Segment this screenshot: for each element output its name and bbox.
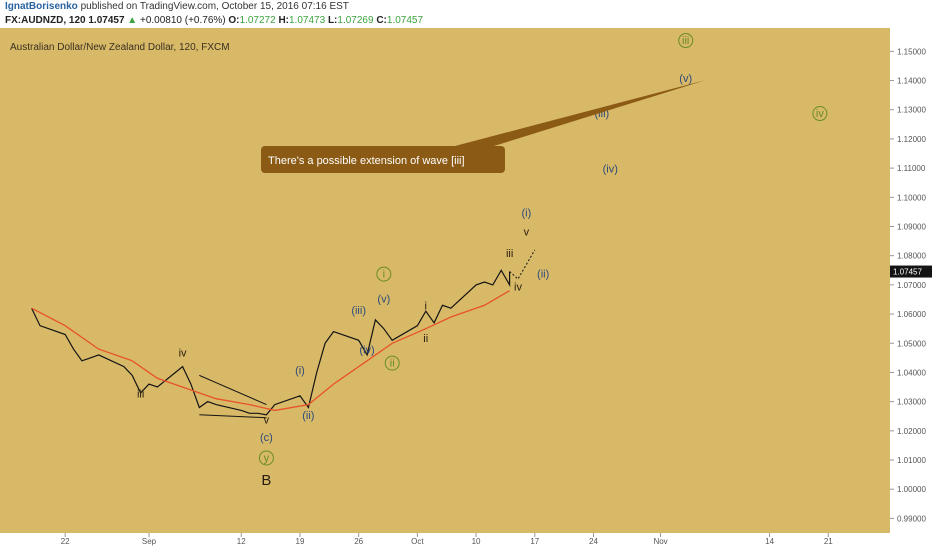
y-tick-label: 1.03000 bbox=[897, 398, 926, 407]
y-tick-label: 1.15000 bbox=[897, 47, 926, 56]
wave-label-circle bbox=[258, 450, 274, 466]
y-tick-label: 1.09000 bbox=[897, 222, 926, 231]
close-label: C: bbox=[376, 15, 387, 26]
x-tick-label: 21 bbox=[824, 537, 833, 546]
high-value: 1.07473 bbox=[289, 15, 326, 26]
last-price-tag bbox=[890, 265, 932, 278]
wave-label: (iv) bbox=[359, 344, 374, 356]
y-tick-label: 1.14000 bbox=[897, 77, 926, 86]
price-chart[interactable]: Australian Dollar/New Zealand Dollar, 12… bbox=[0, 28, 932, 550]
x-tick-label: 24 bbox=[589, 537, 598, 546]
y-tick-label: 1.11000 bbox=[897, 164, 926, 173]
wave-label: i bbox=[425, 301, 427, 313]
wave-label: v bbox=[524, 226, 530, 238]
wave-label: (i) bbox=[521, 207, 531, 219]
y-tick-label: 1.01000 bbox=[897, 456, 926, 465]
wave-label: i bbox=[383, 269, 385, 281]
wave-label: (iv) bbox=[603, 163, 618, 175]
open-label: O: bbox=[228, 15, 240, 26]
wave-label: (ii) bbox=[537, 269, 549, 281]
low-value: 1.07269 bbox=[337, 15, 374, 26]
quote-bar: FX:AUDNZD, 120 1.07457 ▲ +0.00810 (+0.76… bbox=[0, 14, 932, 28]
x-tick-label: 14 bbox=[765, 537, 774, 546]
wave-label-circle bbox=[812, 106, 828, 122]
x-tick-label: 26 bbox=[354, 537, 363, 546]
x-tick-label: 17 bbox=[530, 537, 539, 546]
last-price: 1.07457 bbox=[88, 15, 125, 26]
open-value: 1.07272 bbox=[239, 15, 276, 26]
wave-label: v bbox=[264, 415, 270, 427]
y-tick-label: 1.12000 bbox=[897, 135, 926, 144]
wave-label: ii bbox=[423, 333, 428, 345]
price-change: +0.00810 (+0.76%) bbox=[139, 15, 226, 26]
published-info: published on TradingView.com, October 15… bbox=[80, 1, 349, 12]
y-tick-label: 1.04000 bbox=[897, 368, 926, 377]
chart-title: Australian Dollar/New Zealand Dollar, 12… bbox=[10, 42, 230, 53]
low-label: L: bbox=[327, 15, 338, 26]
wave-label: iv bbox=[514, 282, 522, 294]
wave-label: (v) bbox=[679, 73, 692, 85]
close-value: 1.07457 bbox=[386, 15, 424, 26]
triangle-upper-line bbox=[199, 374, 267, 406]
wave-label: y bbox=[264, 452, 270, 464]
x-tick-label: 10 bbox=[472, 537, 481, 546]
y-tick-label: 1.07000 bbox=[897, 281, 926, 290]
wave-label: iii bbox=[137, 388, 144, 400]
callout-text: There's a possible extension of wave [ii… bbox=[268, 155, 465, 167]
wave-label: iii bbox=[506, 248, 513, 260]
wave-label-circle bbox=[384, 355, 400, 371]
wave-label: iii bbox=[682, 35, 689, 47]
wave-label: (i) bbox=[295, 365, 305, 377]
y-tick-label: 1.06000 bbox=[897, 310, 926, 319]
wave-label-circle bbox=[376, 266, 392, 282]
symbol-label: FX:AUDNZD, 120 bbox=[5, 15, 86, 26]
y-tick-label: 1.13000 bbox=[897, 106, 926, 115]
up-arrow-icon: ▲ bbox=[127, 15, 138, 26]
x-tick-label: Sep bbox=[142, 537, 157, 546]
wave-label: (c) bbox=[260, 432, 273, 444]
y-tick-label: 1.10000 bbox=[897, 193, 926, 202]
triangle-lower-line bbox=[199, 414, 267, 419]
callout-box bbox=[261, 146, 505, 173]
last-price-tag-label: 1.07457 bbox=[893, 268, 922, 277]
wave-label: ii bbox=[390, 358, 395, 370]
y-tick-label: 1.08000 bbox=[897, 252, 926, 261]
time-axis[interactable] bbox=[0, 533, 890, 550]
x-tick-label: Oct bbox=[411, 537, 424, 546]
x-tick-label: 12 bbox=[237, 537, 246, 546]
wave-label: (iii) bbox=[351, 305, 366, 317]
x-tick-label: 22 bbox=[61, 537, 70, 546]
author-name[interactable]: IgnatBorisenko bbox=[5, 1, 78, 12]
wave-label: (ii) bbox=[302, 410, 314, 422]
publication-bar: IgnatBorisenko published on TradingView.… bbox=[0, 0, 932, 14]
plot-area[interactable] bbox=[0, 28, 890, 533]
price-series-line bbox=[31, 269, 511, 416]
moving-average-line bbox=[31, 290, 510, 412]
y-tick-label: 1.02000 bbox=[897, 427, 926, 436]
y-tick-label: 1.00000 bbox=[897, 485, 926, 494]
wave-label: iv bbox=[816, 108, 824, 120]
y-tick-label: 0.99000 bbox=[897, 514, 926, 523]
projection-path bbox=[509, 249, 536, 280]
wave-label-circle bbox=[678, 33, 694, 49]
price-axis[interactable] bbox=[890, 28, 932, 550]
high-label: H: bbox=[278, 15, 289, 26]
wave-label: B bbox=[261, 472, 271, 489]
wave-label: (v) bbox=[377, 293, 390, 305]
wave-label: iv bbox=[179, 347, 187, 359]
y-tick-label: 1.05000 bbox=[897, 339, 926, 348]
x-tick-label: 19 bbox=[296, 537, 305, 546]
x-tick-label: Nov bbox=[653, 537, 667, 546]
callout-pointer bbox=[455, 80, 706, 146]
